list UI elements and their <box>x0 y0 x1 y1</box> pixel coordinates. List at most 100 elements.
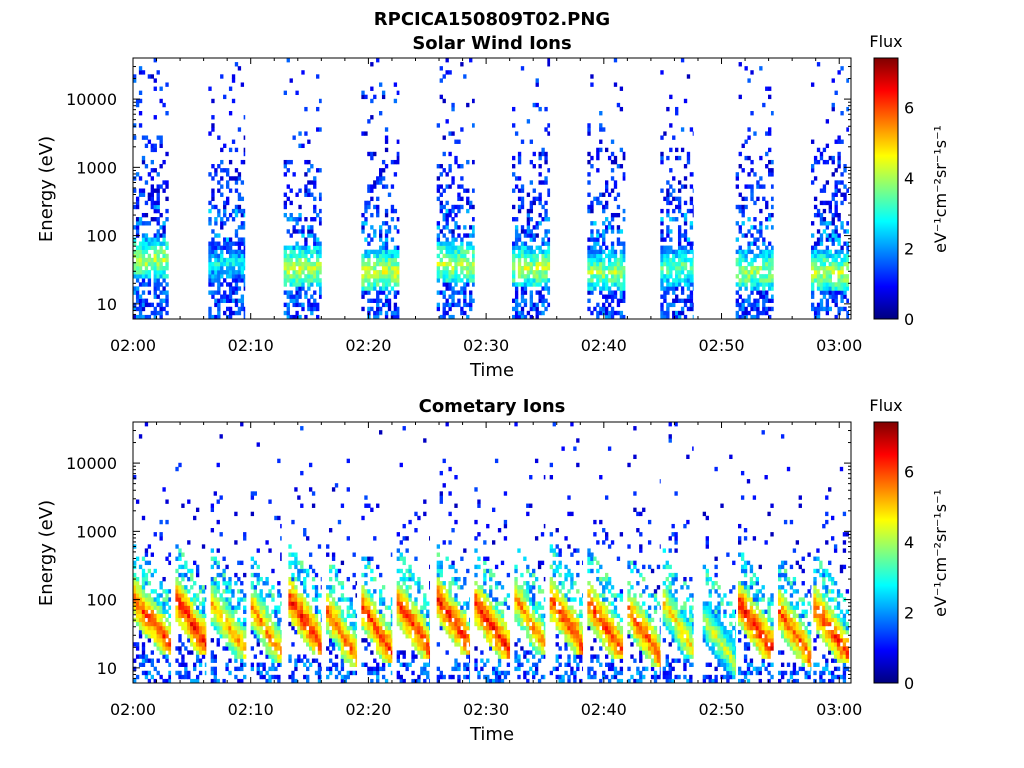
heatmap-cell <box>492 678 496 684</box>
heatmap-cell <box>451 294 455 299</box>
heatmap-cell <box>535 82 539 87</box>
heatmap-cell <box>190 605 194 610</box>
heatmap-cell <box>506 654 511 659</box>
heatmap-cell <box>822 265 827 271</box>
heatmap-cell <box>469 658 471 663</box>
heatmap-cell <box>294 621 298 627</box>
heatmap-cell <box>622 172 626 177</box>
heatmap-cell <box>256 572 260 578</box>
heatmap-cell <box>466 625 470 631</box>
heatmap-cell <box>213 556 217 561</box>
heatmap-cell <box>297 629 301 635</box>
heatmap-cell <box>840 274 844 279</box>
heatmap-cell <box>133 188 137 193</box>
heatmap-cell <box>843 282 847 287</box>
heatmap-cell <box>373 658 377 663</box>
heatmap-cell <box>686 294 691 299</box>
heatmap-cell <box>619 86 624 91</box>
heatmap-cell <box>756 286 760 291</box>
heatmap-cell <box>150 605 154 610</box>
heatmap-cell <box>457 613 461 619</box>
heatmap-cell <box>262 597 266 602</box>
heatmap-cell <box>834 261 838 267</box>
heatmap-cell <box>469 261 473 267</box>
heatmap-cell <box>840 200 844 206</box>
heatmap-cell <box>517 196 522 202</box>
heatmap-cell <box>175 609 179 614</box>
heatmap-cell <box>361 609 365 614</box>
heatmap-cell <box>541 265 545 271</box>
heatmap-cell <box>663 298 667 303</box>
heatmap-cell <box>361 662 365 667</box>
heatmap-cell <box>384 139 389 144</box>
heatmap-cell <box>376 674 380 680</box>
heatmap-cell <box>402 426 406 431</box>
heatmap-cell <box>384 270 389 275</box>
heatmap-cell <box>846 229 850 234</box>
heatmap-cell <box>526 217 531 222</box>
heatmap-cell <box>234 625 238 631</box>
heatmap-cell <box>361 286 365 291</box>
heatmap-cell <box>162 188 166 193</box>
heatmap-cell <box>240 294 245 299</box>
heatmap-cell <box>436 564 441 570</box>
heatmap-cell <box>442 314 446 320</box>
heatmap-cell <box>162 180 166 185</box>
heatmap-cell <box>512 298 516 303</box>
heatmap-cell <box>381 634 386 639</box>
heatmap-cell <box>376 638 380 643</box>
heatmap-cell <box>277 581 281 586</box>
heatmap-cell <box>204 625 207 631</box>
heatmap-cell <box>250 581 255 586</box>
heatmap-cell <box>492 625 496 631</box>
heatmap-cell <box>500 678 505 684</box>
heatmap-cell <box>445 605 449 610</box>
heatmap-cell <box>393 253 398 259</box>
heatmap-cell <box>587 306 591 312</box>
heatmap-cell <box>135 98 140 104</box>
heatmap-cell <box>217 188 221 193</box>
heatmap-cell <box>214 249 218 255</box>
heatmap-cell <box>593 286 597 291</box>
heatmap-cell <box>213 654 217 659</box>
heatmap-cell <box>610 217 615 222</box>
heatmap-cell <box>213 674 217 680</box>
heatmap-cell <box>156 192 160 197</box>
heatmap-cell <box>414 634 418 639</box>
heatmap-cell <box>457 666 461 672</box>
heatmap-cell <box>379 634 383 639</box>
heatmap-cell <box>429 662 431 667</box>
heatmap-cell <box>234 208 239 214</box>
heatmap-cell <box>175 613 179 619</box>
heatmap-cell <box>373 180 377 185</box>
heatmap-cell <box>672 261 676 267</box>
heatmap-cell <box>225 245 230 250</box>
heatmap-cell <box>159 302 163 308</box>
heatmap-cell <box>311 491 316 496</box>
heatmap-cell <box>547 302 551 308</box>
heatmap-cell <box>768 217 772 222</box>
heatmap-cell <box>159 310 163 316</box>
heatmap-cell <box>384 629 389 635</box>
heatmap-cell <box>503 646 508 651</box>
heatmap-cell <box>454 503 458 508</box>
heatmap-cell <box>442 282 446 287</box>
heatmap-cell <box>532 278 536 283</box>
heatmap-cell <box>138 585 143 590</box>
heatmap-cell <box>390 601 393 606</box>
heatmap-cell <box>520 204 525 210</box>
heatmap-cell <box>445 298 449 303</box>
heatmap-cell <box>765 225 769 230</box>
heatmap-cell <box>178 572 182 578</box>
heatmap-cell <box>133 74 137 79</box>
heatmap-cell <box>208 310 212 316</box>
heatmap-cell <box>523 229 528 234</box>
heatmap-cell <box>663 237 667 242</box>
heatmap-cell <box>156 302 160 308</box>
heatmap-cell <box>243 274 246 279</box>
heatmap-cell <box>355 670 358 676</box>
heatmap-cell <box>500 625 505 631</box>
heatmap-cell <box>486 568 490 574</box>
heatmap-cell <box>168 621 172 627</box>
heatmap-cell <box>208 270 212 275</box>
